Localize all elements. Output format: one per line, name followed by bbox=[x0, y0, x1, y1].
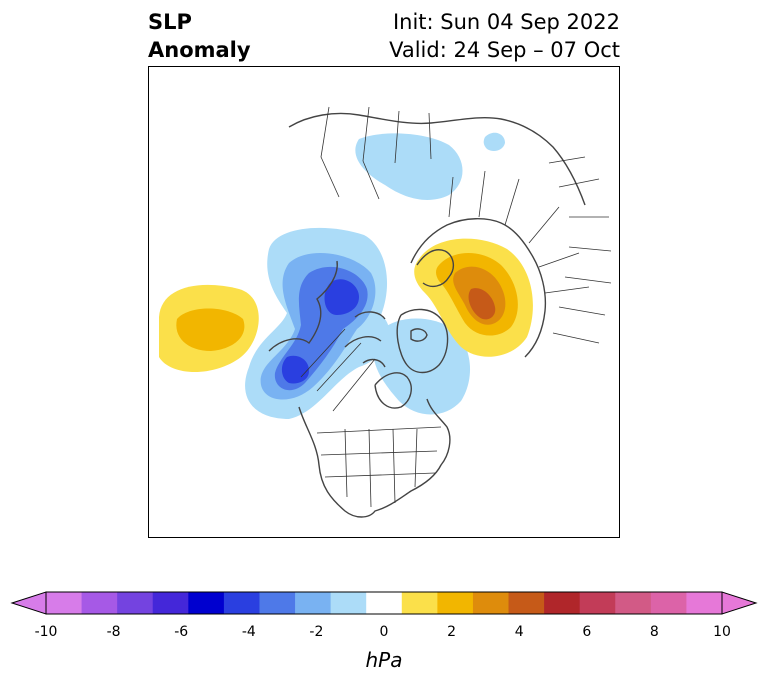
colorbar-unit: hPa bbox=[365, 648, 403, 672]
colorbar-bin bbox=[117, 592, 154, 614]
north-america-coast bbox=[298, 398, 451, 518]
colorbar-tick-label: -6 bbox=[174, 624, 189, 640]
anomaly-map bbox=[159, 106, 612, 518]
scandinavia-high bbox=[414, 238, 533, 357]
iceland-coast bbox=[410, 328, 428, 342]
hudson-bay-coast bbox=[374, 372, 412, 409]
map-title: SLP Anomaly bbox=[148, 8, 251, 64]
init-date: Init: Sun 04 Sep 2022 bbox=[392, 10, 620, 34]
colorbar-bin bbox=[259, 592, 296, 614]
colorbar-bin bbox=[401, 592, 438, 614]
colorbar-bin bbox=[152, 592, 189, 614]
colorbar-bin bbox=[188, 592, 225, 614]
colorbar-bin bbox=[46, 592, 83, 614]
colorbar-bin bbox=[615, 592, 652, 614]
scandinavia-coast bbox=[416, 249, 455, 288]
political-borders bbox=[300, 106, 612, 508]
colorbar-outline bbox=[45, 591, 723, 615]
colorbar-tick-label: 2 bbox=[447, 624, 457, 640]
colorbar-bin bbox=[686, 592, 723, 614]
colorbar-bin bbox=[366, 592, 403, 614]
alaska-coast bbox=[268, 260, 338, 352]
alaska-low bbox=[245, 227, 390, 419]
colorbar-bin bbox=[579, 592, 616, 614]
colorbar-tick-label: -2 bbox=[309, 624, 324, 640]
north-pacific-high bbox=[159, 284, 259, 372]
colorbar-over-arrow bbox=[721, 591, 758, 615]
colorbar-bin bbox=[81, 592, 118, 614]
eurasia-coast bbox=[410, 218, 547, 358]
colorbar-tick-label: 4 bbox=[514, 624, 524, 640]
colorbar-tick-label: -10 bbox=[34, 624, 58, 640]
colorbar-tick-label: 0 bbox=[379, 624, 389, 640]
colorbar-bin bbox=[295, 592, 332, 614]
greenland-coast bbox=[396, 308, 449, 374]
map-dates: Init: Sun 04 Sep 2022 Valid: 24 Sep – 07… bbox=[389, 8, 620, 64]
title-variable-line1: SLP bbox=[148, 10, 192, 34]
coastlines bbox=[268, 112, 586, 518]
map-panel bbox=[148, 66, 620, 538]
valid-period: Valid: 24 Sep – 07 Oct bbox=[389, 38, 620, 62]
arctic-islands bbox=[344, 311, 386, 368]
colorbar-bin bbox=[437, 592, 474, 614]
title-variable-line2: Anomaly bbox=[148, 38, 251, 62]
siberia-low bbox=[355, 132, 505, 200]
colorbar-bin bbox=[508, 592, 545, 614]
colorbar-tick-label: 10 bbox=[713, 624, 731, 640]
colorbar-tick-label: 8 bbox=[649, 624, 659, 640]
greenland-low bbox=[373, 318, 471, 415]
colorbar bbox=[10, 591, 758, 615]
colorbar-tick-label: -8 bbox=[106, 624, 121, 640]
colorbar-bin bbox=[650, 592, 687, 614]
colorbar-tick-label: 6 bbox=[582, 624, 592, 640]
colorbar-under-arrow bbox=[10, 591, 47, 615]
colorbar-tick-label: -4 bbox=[241, 624, 256, 640]
siberia-coast bbox=[288, 112, 586, 206]
colorbar-bin bbox=[472, 592, 510, 614]
colorbar-bin bbox=[544, 592, 581, 614]
colorbar-bin bbox=[330, 592, 367, 614]
colorbar-bin bbox=[223, 592, 260, 614]
